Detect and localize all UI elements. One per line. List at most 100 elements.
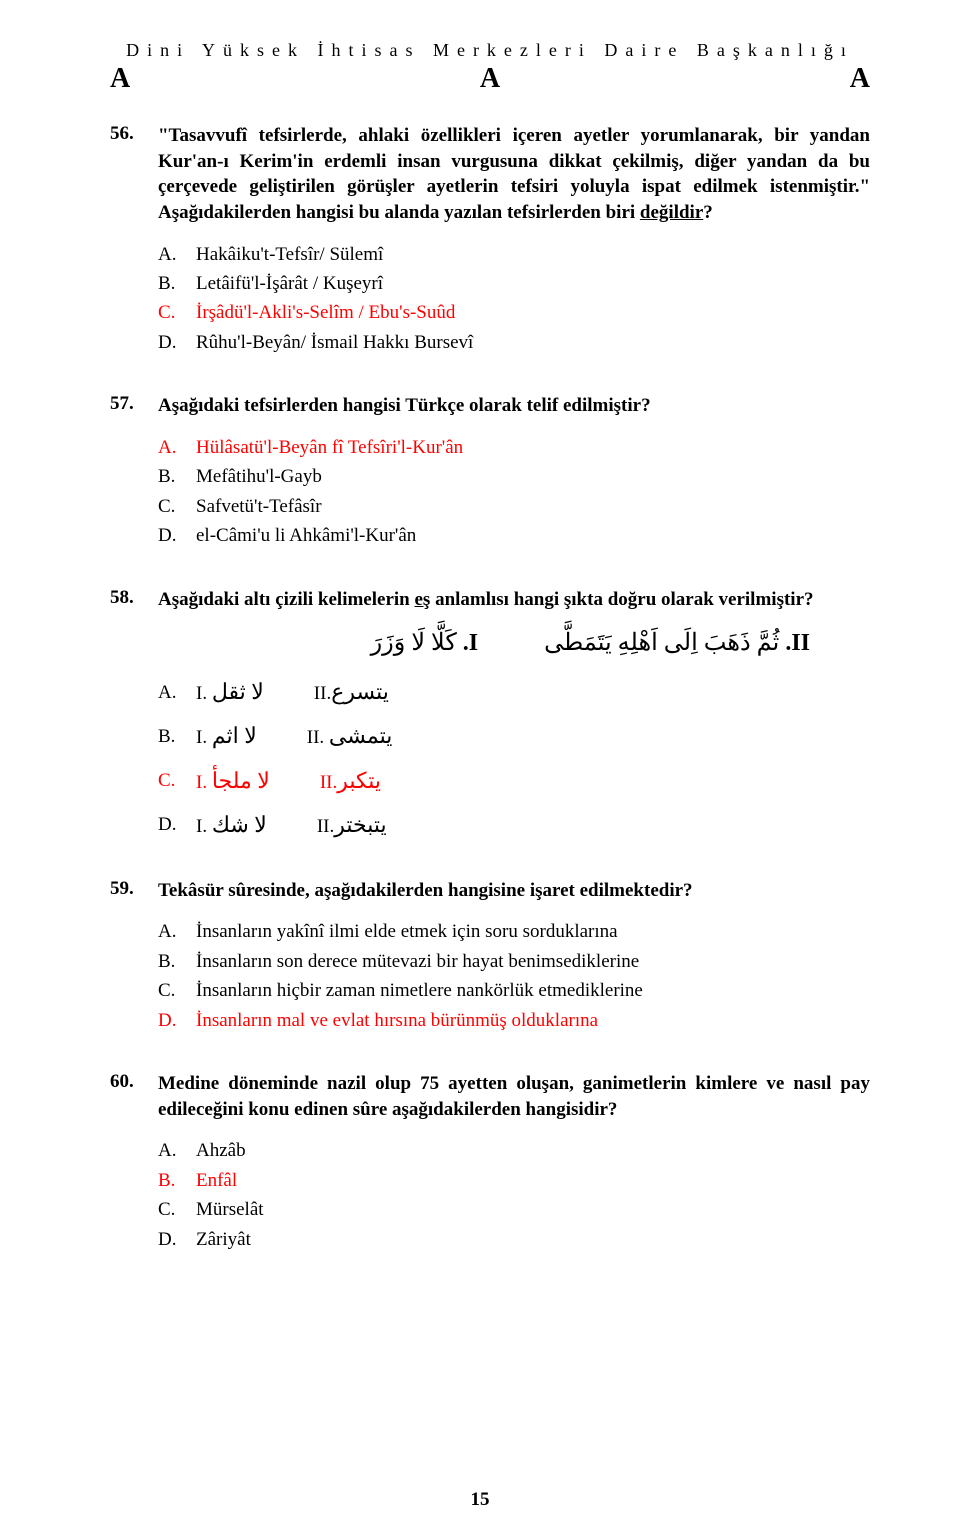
- option-text: Ahzâb: [196, 1136, 246, 1165]
- option-arabic-II: يتسرع: [331, 675, 389, 709]
- option-text: Mefâtihu'l-Gayb: [196, 462, 322, 491]
- option-b: B.Letâifü'l-İşârât / Kuşeyrî: [158, 269, 870, 298]
- question-number: 59.: [110, 878, 158, 904]
- option-text: İnsanların hiçbir zaman nimetlere nankör…: [196, 976, 643, 1005]
- arabic-II: II. ثُمَّ ذَهَبَ اِلَى اَهْلِهِ يَتَمَطَ…: [538, 630, 810, 656]
- question-59: 59. Tekâsür sûresinde, aşağıdakilerden h…: [110, 878, 870, 1035]
- option-letter: B.: [158, 947, 196, 976]
- marker-a-left: A: [110, 63, 130, 95]
- option-text: Hakâiku't-Tefsîr/ Sülemî: [196, 240, 383, 269]
- option-arabic-I: لا اثم: [212, 719, 257, 753]
- arabic-II-text: ثُمَّ ذَهَبَ اِلَى اَهْلِهِ يَتَمَطَّى: [544, 630, 779, 656]
- option-a: A.Hakâiku't-Tefsîr/ Sülemî: [158, 240, 870, 269]
- option-c: C.Mürselât: [158, 1195, 870, 1224]
- label-I: I.: [196, 772, 207, 793]
- option-c: C.Safvetü't-Tefâsîr: [158, 492, 870, 521]
- qtext-part: ?: [703, 202, 713, 223]
- option-text: el-Câmi'u li Ahkâmi'l-Kur'ân: [196, 521, 416, 550]
- question-text: Tekâsür sûresinde, aşağıdakilerden hangi…: [158, 878, 870, 904]
- option-arabic-II: يتمشى: [329, 719, 392, 753]
- option-letter: B.: [158, 269, 196, 298]
- option-text: İnsanların mal ve evlat hırsına bürünmüş…: [196, 1006, 598, 1035]
- label-II: II.: [785, 630, 810, 656]
- option-letter: D.: [158, 1225, 196, 1254]
- question-number: 58.: [110, 587, 158, 613]
- option-d: D.el-Câmi'u li Ahkâmi'l-Kur'ân: [158, 521, 870, 550]
- option-letter: B.: [158, 722, 196, 751]
- option-letter: D.: [158, 521, 196, 550]
- option-letter: D.: [158, 1006, 196, 1035]
- option-a: A.Ahzâb: [158, 1136, 870, 1165]
- label-I: I.: [196, 683, 207, 704]
- option-letter: C.: [158, 766, 196, 795]
- question-57: 57. Aşağıdaki tefsirlerden hangisi Türkç…: [110, 393, 870, 550]
- option-c: C. I. لا ملجأ II.يتكبر: [158, 764, 870, 798]
- option-letter: C.: [158, 298, 196, 327]
- option-c: C.İrşâdü'l-Akli's-Selîm / Ebu's-Suûd: [158, 298, 870, 327]
- marker-a-center: A: [480, 63, 500, 95]
- arabic-header-line: II. ثُمَّ ذَهَبَ اِلَى اَهْلِهِ يَتَمَطَ…: [158, 628, 870, 657]
- label-I: I.: [463, 630, 478, 656]
- option-text: İnsanların son derece mütevazi bir hayat…: [196, 947, 639, 976]
- option-text: Rûhu'l-Beyân/ İsmail Hakkı Bursevî: [196, 328, 473, 357]
- option-letter: D.: [158, 328, 196, 357]
- page-number: 15: [0, 1489, 960, 1511]
- option-letter: A.: [158, 433, 196, 462]
- option-letter: A.: [158, 1136, 196, 1165]
- option-a: A. I. لا ثقل II.يتسرع: [158, 675, 870, 709]
- option-arabic-I: لا شك: [212, 808, 267, 842]
- qtext-underline: eş: [414, 589, 430, 610]
- option-b: B.Enfâl: [158, 1166, 870, 1195]
- option-letter: C.: [158, 976, 196, 1005]
- option-letter: A.: [158, 678, 196, 707]
- option-c: C.İnsanların hiçbir zaman nimetlere nank…: [158, 976, 870, 1005]
- arabic-I-text: كَلَّا لَا وَزَرَ: [371, 630, 457, 656]
- option-d: D.Zâriyât: [158, 1225, 870, 1254]
- option-a: A.Hülâsatü'l-Beyân fî Tefsîri'l-Kur'ân: [158, 433, 870, 462]
- qtext-part: Aşağıdaki altı çizili kelimelerin: [158, 589, 414, 610]
- option-a: A.İnsanların yakînî ilmi elde etmek için…: [158, 917, 870, 946]
- question-number: 60.: [110, 1071, 158, 1122]
- options: A.İnsanların yakînî ilmi elde etmek için…: [158, 917, 870, 1035]
- question-number: 56.: [110, 123, 158, 226]
- question-60: 60. Medine döneminde nazil olup 75 ayett…: [110, 1071, 870, 1254]
- question-text: Aşağıdaki tefsirlerden hangisi Türkçe ol…: [158, 393, 870, 419]
- option-letter: D.: [158, 810, 196, 839]
- label-II: II.: [307, 727, 324, 748]
- option-text: Letâifü'l-İşârât / Kuşeyrî: [196, 269, 383, 298]
- option-text: İrşâdü'l-Akli's-Selîm / Ebu's-Suûd: [196, 298, 455, 327]
- option-letter: B.: [158, 462, 196, 491]
- qtext-part: "Tasavvufî tefsirlerde, ahlaki özellikle…: [158, 125, 870, 223]
- marker-a-right: A: [850, 63, 870, 95]
- question-text: Aşağıdaki altı çizili kelimelerin eş anl…: [158, 587, 870, 613]
- options: A. I. لا ثقل II.يتسرع B. I. لا اثم II. ي…: [158, 675, 870, 841]
- options: A.Hülâsatü'l-Beyân fî Tefsîri'l-Kur'ân B…: [158, 433, 870, 551]
- label-I: I.: [196, 727, 207, 748]
- option-d: D. I. لا شك II.يتبختر: [158, 808, 870, 842]
- option-text: Zâriyât: [196, 1225, 251, 1254]
- label-II: II.: [317, 816, 334, 837]
- options: A.Hakâiku't-Tefsîr/ Sülemî B.Letâifü'l-İ…: [158, 240, 870, 358]
- question-58: 58. Aşağıdaki altı çizili kelimelerin eş…: [110, 587, 870, 842]
- option-text: Hülâsatü'l-Beyân fî Tefsîri'l-Kur'ân: [196, 433, 463, 462]
- option-arabic-II: يتبختر: [334, 808, 386, 842]
- header-markers: A A A: [110, 63, 870, 95]
- option-text: Enfâl: [196, 1166, 237, 1195]
- question-number: 57.: [110, 393, 158, 419]
- option-letter: A.: [158, 917, 196, 946]
- options: A.Ahzâb B.Enfâl C.Mürselât D.Zâriyât: [158, 1136, 870, 1254]
- option-d: D.İnsanların mal ve evlat hırsına bürünm…: [158, 1006, 870, 1035]
- label-II: II.: [320, 772, 337, 793]
- label-II: II.: [314, 683, 331, 704]
- option-text: İnsanların yakînî ilmi elde etmek için s…: [196, 917, 618, 946]
- question-text: Medine döneminde nazil olup 75 ayetten o…: [158, 1071, 870, 1122]
- header-department: Dini Yüksek İhtisas Merkezleri Daire Baş…: [110, 40, 870, 61]
- option-b: B.İnsanların son derece mütevazi bir hay…: [158, 947, 870, 976]
- option-arabic-II: يتكبر: [337, 764, 381, 798]
- option-letter: A.: [158, 240, 196, 269]
- question-text: "Tasavvufî tefsirlerde, ahlaki özellikle…: [158, 123, 870, 226]
- option-letter: B.: [158, 1166, 196, 1195]
- label-I: I.: [196, 816, 207, 837]
- option-letter: C.: [158, 492, 196, 521]
- page: Dini Yüksek İhtisas Merkezleri Daire Baş…: [0, 0, 960, 1539]
